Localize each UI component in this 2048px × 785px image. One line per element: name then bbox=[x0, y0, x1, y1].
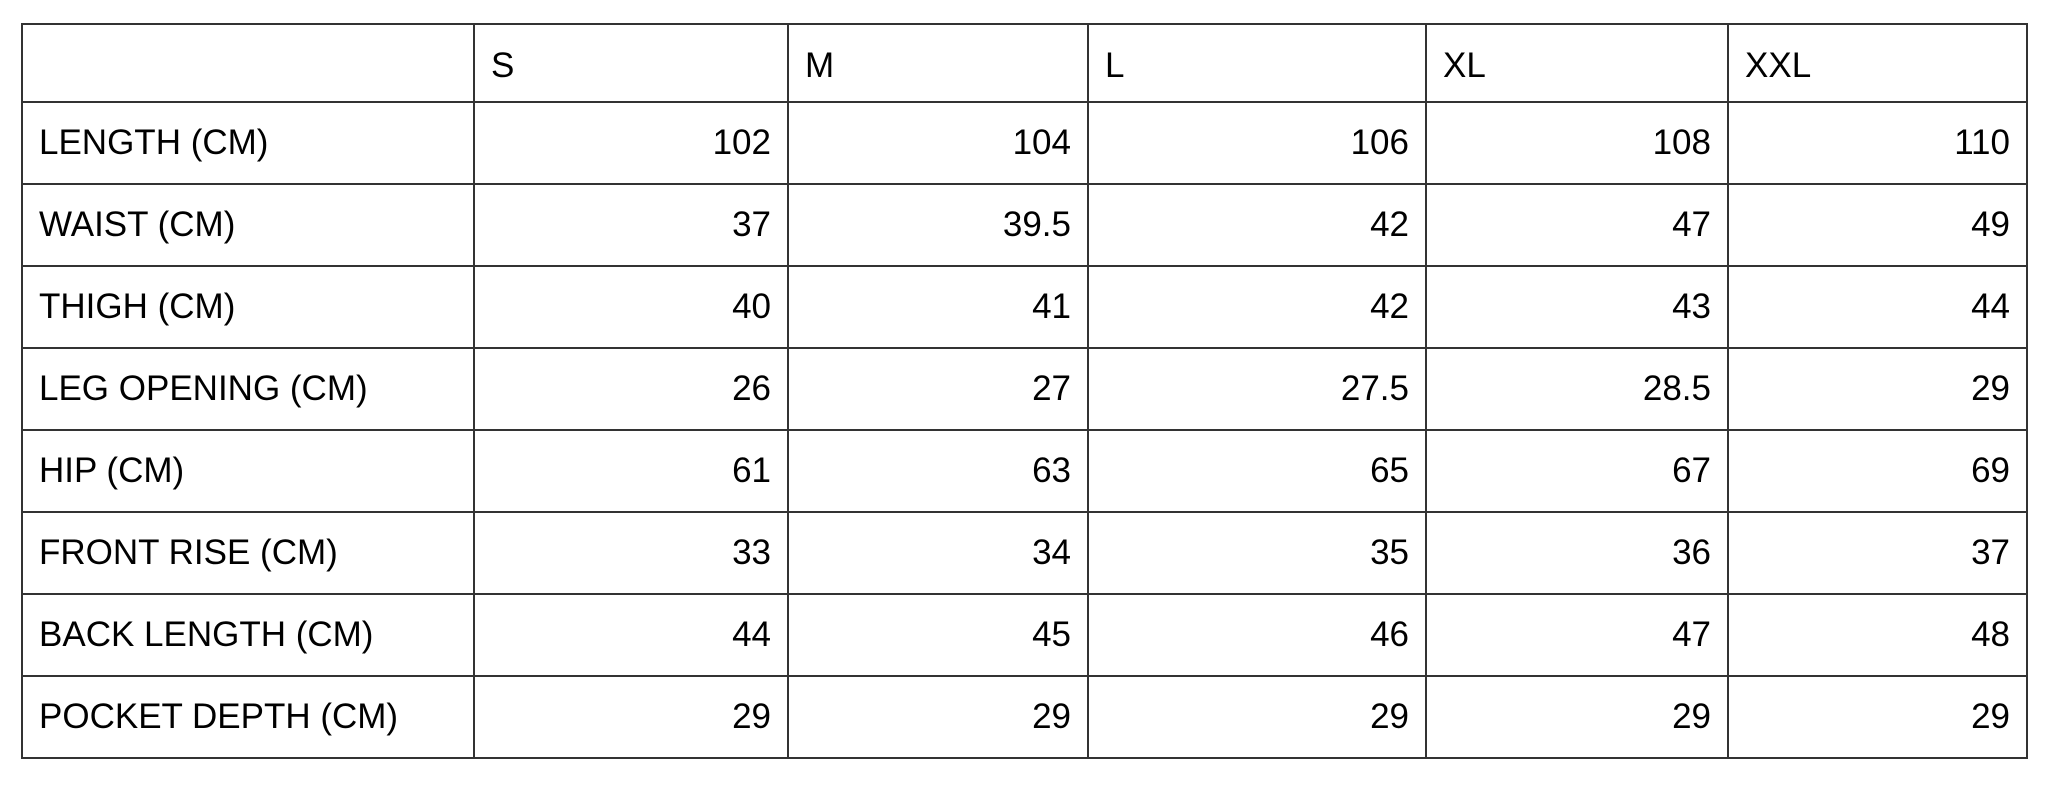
measurement-value: 26 bbox=[473, 347, 789, 431]
measurement-value: 27 bbox=[787, 347, 1089, 431]
measurement-value: 110 bbox=[1727, 101, 2028, 185]
measurement-value: 33 bbox=[473, 511, 789, 595]
measurement-label: FRONT RISE (CM) bbox=[21, 511, 475, 595]
measurement-value: 44 bbox=[1727, 265, 2028, 349]
size-header-cell: XXL bbox=[1727, 23, 2028, 103]
measurement-label: WAIST (CM) bbox=[21, 183, 475, 267]
table-row: BACK LENGTH (CM) 44 45 46 47 48 bbox=[21, 593, 2028, 677]
measurement-value: 67 bbox=[1425, 429, 1729, 513]
measurement-value: 47 bbox=[1425, 183, 1729, 267]
measurement-value: 29 bbox=[1087, 675, 1427, 759]
measurement-value: 46 bbox=[1087, 593, 1427, 677]
measurement-value: 49 bbox=[1727, 183, 2028, 267]
measurement-label: THIGH (CM) bbox=[21, 265, 475, 349]
measurement-value: 40 bbox=[473, 265, 789, 349]
measurement-label: BACK LENGTH (CM) bbox=[21, 593, 475, 677]
header-corner-cell bbox=[21, 23, 475, 103]
measurement-value: 45 bbox=[787, 593, 1089, 677]
measurement-value: 104 bbox=[787, 101, 1089, 185]
size-header-cell: S bbox=[473, 23, 789, 103]
measurement-value: 65 bbox=[1087, 429, 1427, 513]
measurement-value: 39.5 bbox=[787, 183, 1089, 267]
table-row: HIP (CM) 61 63 65 67 69 bbox=[21, 429, 2028, 513]
header-row: S M L XL XXL bbox=[21, 23, 2028, 103]
measurement-value: 69 bbox=[1727, 429, 2028, 513]
table-row: LEG OPENING (CM) 26 27 27.5 28.5 29 bbox=[21, 347, 2028, 431]
measurement-value: 29 bbox=[473, 675, 789, 759]
measurement-label: POCKET DEPTH (CM) bbox=[21, 675, 475, 759]
measurement-value: 47 bbox=[1425, 593, 1729, 677]
measurement-value: 29 bbox=[1425, 675, 1729, 759]
measurement-label: LEG OPENING (CM) bbox=[21, 347, 475, 431]
measurement-label: HIP (CM) bbox=[21, 429, 475, 513]
measurement-value: 34 bbox=[787, 511, 1089, 595]
measurement-value: 48 bbox=[1727, 593, 2028, 677]
size-header-cell: M bbox=[787, 23, 1089, 103]
measurement-value: 106 bbox=[1087, 101, 1427, 185]
table-row: FRONT RISE (CM) 33 34 35 36 37 bbox=[21, 511, 2028, 595]
measurement-value: 43 bbox=[1425, 265, 1729, 349]
measurement-value: 29 bbox=[1727, 675, 2028, 759]
size-header-cell: L bbox=[1087, 23, 1427, 103]
measurement-value: 102 bbox=[473, 101, 789, 185]
table-row: THIGH (CM) 40 41 42 43 44 bbox=[21, 265, 2028, 349]
measurement-value: 108 bbox=[1425, 101, 1729, 185]
measurement-value: 61 bbox=[473, 429, 789, 513]
measurement-value: 63 bbox=[787, 429, 1089, 513]
measurement-value: 28.5 bbox=[1425, 347, 1729, 431]
measurement-value: 29 bbox=[787, 675, 1089, 759]
measurement-value: 44 bbox=[473, 593, 789, 677]
measurement-value: 42 bbox=[1087, 183, 1427, 267]
table-row: LENGTH (CM) 102 104 106 108 110 bbox=[21, 101, 2028, 185]
measurement-value: 42 bbox=[1087, 265, 1427, 349]
measurement-value: 37 bbox=[1727, 511, 2028, 595]
table-row: POCKET DEPTH (CM) 29 29 29 29 29 bbox=[21, 675, 2028, 759]
measurement-value: 37 bbox=[473, 183, 789, 267]
size-header-cell: XL bbox=[1425, 23, 1729, 103]
measurement-value: 35 bbox=[1087, 511, 1427, 595]
table-row: WAIST (CM) 37 39.5 42 47 49 bbox=[21, 183, 2028, 267]
measurement-value: 41 bbox=[787, 265, 1089, 349]
measurement-value: 29 bbox=[1727, 347, 2028, 431]
measurement-label: LENGTH (CM) bbox=[21, 101, 475, 185]
size-chart-table: S M L XL XXL LENGTH (CM) 102 104 106 108 110 WAIST … bbox=[21, 23, 2028, 759]
measurement-value: 36 bbox=[1425, 511, 1729, 595]
measurement-value: 27.5 bbox=[1087, 347, 1427, 431]
